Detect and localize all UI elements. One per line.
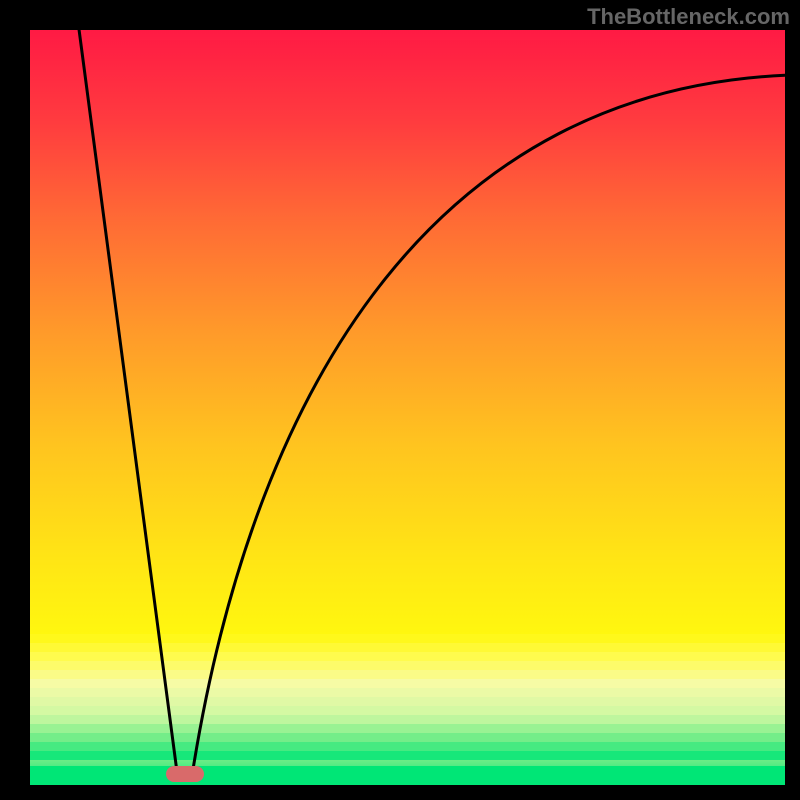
left-descent-line [79, 30, 177, 774]
minimum-marker [166, 766, 204, 782]
curve-layer [30, 30, 785, 785]
watermark-text: TheBottleneck.com [587, 4, 790, 30]
right-ascent-curve [192, 75, 785, 773]
plot-area [30, 30, 785, 785]
chart-container: { "watermark": { "text": "TheBottleneck.… [0, 0, 800, 800]
